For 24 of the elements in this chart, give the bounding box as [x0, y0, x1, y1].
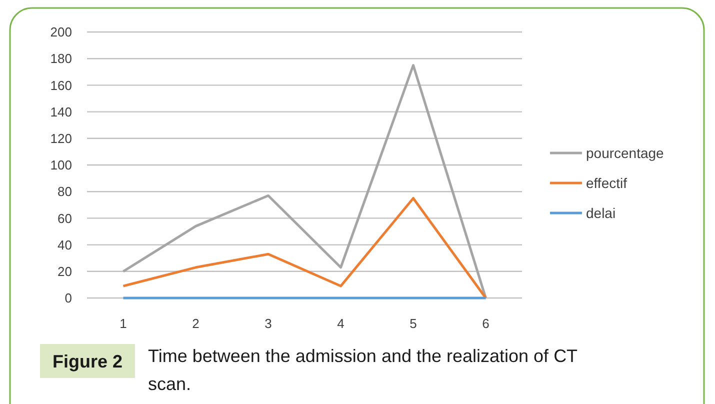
y-tick-label: 160: [50, 78, 72, 93]
text: Time between the admission and the realization of CT scan.: [148, 346, 578, 394]
x-tick-label: 4: [337, 316, 344, 331]
line-series: [122, 197, 487, 300]
caption: Figure 2: [52, 351, 123, 372]
y-tick-label: 60: [58, 210, 72, 226]
legend-label: effectif: [586, 174, 628, 191]
x-tick-label: 2: [192, 316, 200, 331]
y-tick-label: 120: [50, 130, 72, 146]
x-tick-label: 5: [410, 316, 417, 331]
line-series: [122, 64, 487, 300]
y-tick-label: 180: [50, 51, 72, 66]
y-tick-label: 200: [50, 24, 72, 40]
x-tick-label: 3: [264, 316, 272, 331]
legend-label: delai: [586, 204, 616, 221]
x-tick-label: 6: [482, 316, 490, 331]
y-tick-label: 140: [50, 104, 72, 120]
x-tick-label: 1: [120, 316, 127, 331]
y-tick-label: 40: [58, 237, 72, 252]
y-tick-label: 0: [64, 290, 72, 306]
legend-label: pourcentage: [586, 144, 664, 161]
y-tick-label: 20: [58, 264, 72, 279]
y-tick-label: 100: [50, 158, 72, 173]
y-tick-label: 80: [58, 184, 72, 200]
